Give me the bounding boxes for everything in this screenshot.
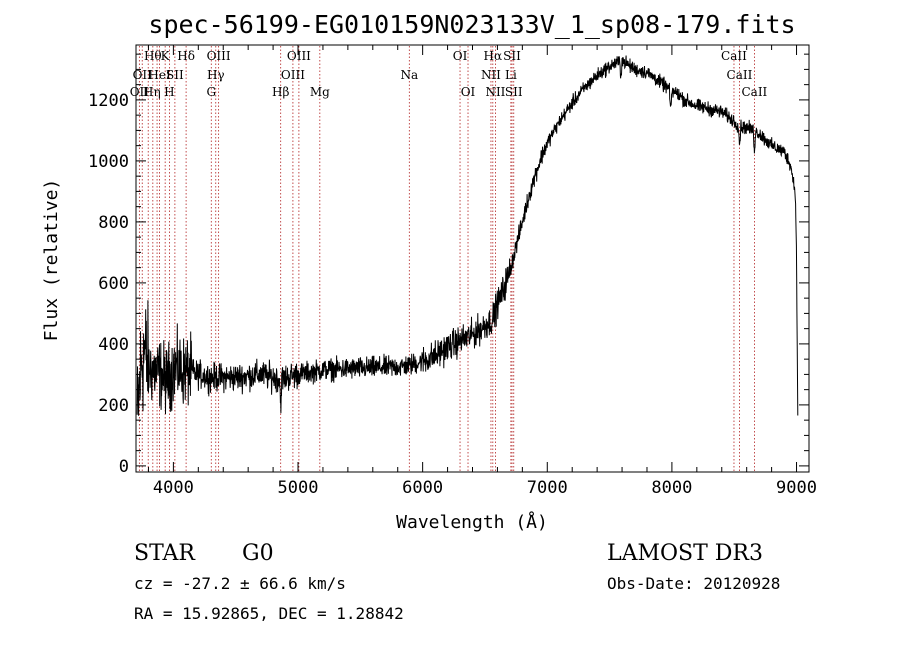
emission-line-label: G	[206, 85, 216, 99]
emission-line-label: HeI	[148, 68, 171, 82]
emission-line-label: OII	[130, 85, 150, 99]
emission-line-label: K	[161, 49, 171, 63]
emission-line-label: Li	[505, 68, 517, 82]
emission-line-label: η	[153, 85, 160, 99]
spectrum-line	[136, 55, 799, 416]
emission-line-label: Hβ	[272, 85, 289, 99]
emission-line-label: Na	[400, 68, 418, 82]
y-tick-label: 400	[98, 335, 129, 355]
y-tick-label: 200	[98, 396, 129, 416]
emission-line-label: SII	[503, 49, 521, 63]
emission-line-label: OI	[453, 49, 468, 63]
emission-line-label: Hα	[484, 49, 503, 63]
y-tick-label: 600	[98, 274, 129, 294]
x-axis-label: Wavelength (Å)	[396, 511, 548, 533]
object-subclass: G0	[242, 541, 274, 566]
coordinates: RA = 15.92865, DEC = 1.28842	[134, 604, 404, 623]
emission-line-label: OI	[461, 85, 476, 99]
x-tick-label: 6000	[402, 478, 443, 498]
emission-line-label: CaII	[741, 85, 767, 99]
emission-line-label: OIII	[287, 49, 311, 63]
emission-line-label: OIII	[281, 68, 305, 82]
survey-name: LAMOST DR3	[607, 541, 763, 566]
y-axis-ticks: 0 200 400 600 800 1000 1200	[88, 53, 809, 477]
emission-line-label: CaII	[721, 49, 747, 63]
emission-line-label: OIII	[207, 49, 231, 63]
emission-line-label: NII	[485, 85, 505, 99]
y-tick-label: 1200	[88, 91, 129, 111]
chart-title: spec-56199-EG010159N023133V_1_sp08-179.f…	[148, 10, 795, 39]
emission-line-label: OII	[133, 68, 153, 82]
emission-line-label: SII	[166, 68, 184, 82]
emission-line-label: SII	[505, 85, 523, 99]
object-class: STAR	[134, 541, 196, 566]
x-axis-ticks: 4000 5000 6000 7000 8000 9000	[147, 45, 817, 498]
x-tick-label: 4000	[153, 478, 194, 498]
emission-line-label: Mg	[310, 85, 330, 99]
emission-line-label: H	[143, 85, 153, 99]
emission-line-label: Hθ	[144, 49, 162, 63]
x-tick-label: 7000	[527, 478, 568, 498]
y-tick-label: 800	[98, 213, 129, 233]
emission-line-label: H	[164, 85, 174, 99]
obs-date: Obs-Date: 20120928	[607, 574, 780, 593]
emission-line-label: NII	[481, 68, 501, 82]
emission-line-label: Hδ	[177, 49, 195, 63]
redshift-readout: cz = -27.2 ± 66.6 km/s	[134, 574, 346, 593]
emission-line-labels: OIIOIIHHθηHeIKHSIIHδGHγOIIIHβOIIIOIIIMgN…	[130, 49, 768, 99]
emission-line-label: Hγ	[207, 68, 225, 82]
x-tick-label: 9000	[776, 478, 817, 498]
y-tick-label: 0	[119, 457, 129, 477]
x-tick-label: 8000	[651, 478, 692, 498]
x-tick-label: 5000	[278, 478, 319, 498]
emission-line-markers	[138, 46, 755, 471]
y-axis-label: Flux (relative)	[41, 179, 62, 342]
emission-line-label: CaII	[727, 68, 753, 82]
y-tick-label: 1000	[88, 152, 129, 172]
